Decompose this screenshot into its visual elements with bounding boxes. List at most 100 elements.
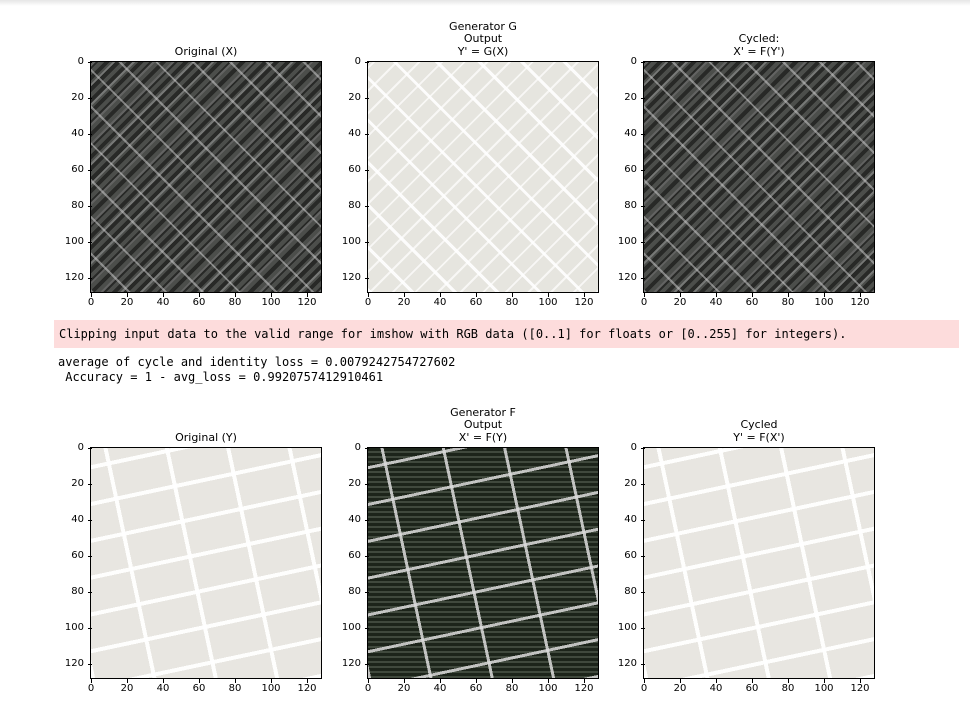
y-tick-label: 0 <box>603 443 645 453</box>
x-tick-label: 40 <box>701 293 731 308</box>
x-tick-label: 20 <box>665 293 695 308</box>
x-tick-label: 120 <box>292 293 322 308</box>
y-tick-label: 120 <box>603 659 645 669</box>
y-tick-label: 100 <box>603 623 645 633</box>
y-tick-label: 60 <box>327 165 369 175</box>
image-axes <box>643 61 875 293</box>
y-tick-label: 0 <box>603 57 645 67</box>
x-tick-label: 60 <box>184 679 214 694</box>
map-render-light-image <box>91 448 321 678</box>
x-tick-label: 120 <box>845 679 875 694</box>
map-render-light-image <box>644 448 874 678</box>
x-tick-label: 100 <box>809 293 839 308</box>
map-render-light-image <box>368 62 598 292</box>
y-tick-label: 120 <box>327 659 369 669</box>
x-tick-label: 20 <box>389 679 419 694</box>
x-tick-label: 40 <box>701 679 731 694</box>
y-tick-label: 0 <box>50 57 92 67</box>
y-tick-label: 40 <box>603 129 645 139</box>
image-axes <box>367 447 599 679</box>
x-tick-label: 120 <box>292 679 322 694</box>
x-tick-label: 60 <box>461 679 491 694</box>
x-tick-label: 20 <box>112 293 142 308</box>
y-tick-label: 120 <box>50 273 92 283</box>
x-tick-label: 60 <box>737 679 767 694</box>
satellite-aerial-dark-image <box>91 62 321 292</box>
y-tick-label: 100 <box>327 623 369 633</box>
x-tick-label: 20 <box>665 679 695 694</box>
y-tick-label: 100 <box>327 237 369 247</box>
y-tick-label: 100 <box>50 623 92 633</box>
y-tick-label: 80 <box>603 587 645 597</box>
x-tick-label: 100 <box>533 293 563 308</box>
y-tick-label: 20 <box>603 479 645 489</box>
y-tick-label: 40 <box>327 129 369 139</box>
x-tick-label: 80 <box>220 293 250 308</box>
accuracy-line: Accuracy = 1 - avg_loss = 0.992075741291… <box>58 370 384 384</box>
clipping-warning: Clipping input data to the valid range f… <box>54 320 959 348</box>
y-tick-label: 80 <box>327 587 369 597</box>
y-tick-label: 0 <box>327 57 369 67</box>
y-tick-label: 60 <box>603 551 645 561</box>
x-tick-label: 120 <box>569 679 599 694</box>
x-tick-label: 0 <box>629 293 659 308</box>
y-tick-label: 120 <box>603 273 645 283</box>
x-tick-label: 80 <box>773 293 803 308</box>
y-tick-label: 20 <box>50 479 92 489</box>
loss-output: average of cycle and identity loss = 0.0… <box>58 355 455 385</box>
y-tick-label: 20 <box>327 479 369 489</box>
x-tick-label: 120 <box>845 293 875 308</box>
x-tick-label: 0 <box>353 679 383 694</box>
y-tick-label: 60 <box>50 551 92 561</box>
x-tick-label: 80 <box>773 679 803 694</box>
subplot-title: Original (X) <box>174 44 238 58</box>
x-tick-label: 0 <box>76 679 106 694</box>
y-tick-label: 100 <box>603 237 645 247</box>
y-tick-label: 80 <box>327 201 369 211</box>
y-tick-label: 20 <box>50 93 92 103</box>
x-tick-label: 40 <box>148 293 178 308</box>
x-tick-label: 60 <box>737 293 767 308</box>
x-tick-label: 120 <box>569 293 599 308</box>
y-tick-label: 40 <box>327 515 369 525</box>
image-axes <box>643 447 875 679</box>
y-tick-label: 20 <box>327 93 369 103</box>
x-tick-label: 60 <box>184 293 214 308</box>
x-tick-label: 40 <box>425 293 455 308</box>
satellite-aerial-dark-image <box>368 448 598 678</box>
y-tick-label: 80 <box>50 587 92 597</box>
x-tick-label: 0 <box>76 293 106 308</box>
x-tick-label: 80 <box>497 679 527 694</box>
x-tick-label: 100 <box>256 679 286 694</box>
x-tick-label: 0 <box>629 679 659 694</box>
y-tick-label: 60 <box>327 551 369 561</box>
y-tick-label: 60 <box>603 165 645 175</box>
x-tick-label: 80 <box>497 293 527 308</box>
loss-line: average of cycle and identity loss = 0.0… <box>58 355 456 369</box>
y-tick-label: 120 <box>327 273 369 283</box>
x-tick-label: 100 <box>256 293 286 308</box>
subplot-title: Generator G Output Y' = G(X) <box>449 19 517 58</box>
y-tick-label: 120 <box>50 659 92 669</box>
y-tick-label: 0 <box>50 443 92 453</box>
subplot-title: Cycled: X' = F(Y') <box>733 32 785 58</box>
x-tick-label: 60 <box>461 293 491 308</box>
image-axes <box>90 447 322 679</box>
y-tick-label: 40 <box>603 515 645 525</box>
y-tick-label: 40 <box>50 129 92 139</box>
image-axes <box>367 61 599 293</box>
subplot-title: Cycled Y' = F(X') <box>733 418 785 444</box>
x-tick-label: 20 <box>389 293 419 308</box>
x-tick-label: 100 <box>533 679 563 694</box>
notebook-top-border <box>0 0 970 6</box>
satellite-aerial-dark-image <box>644 62 874 292</box>
y-tick-label: 80 <box>603 201 645 211</box>
y-tick-label: 80 <box>50 201 92 211</box>
x-tick-label: 20 <box>112 679 142 694</box>
x-tick-label: 80 <box>220 679 250 694</box>
x-tick-label: 40 <box>425 679 455 694</box>
y-tick-label: 60 <box>50 165 92 175</box>
subplot-title: Original (Y) <box>175 430 237 444</box>
y-tick-label: 100 <box>50 237 92 247</box>
image-axes <box>90 61 322 293</box>
